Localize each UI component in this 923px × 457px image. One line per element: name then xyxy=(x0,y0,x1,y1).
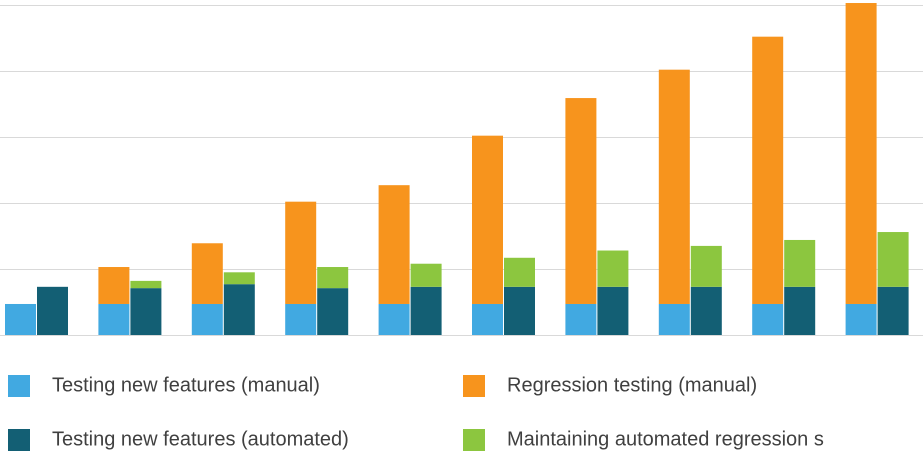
bar-segment xyxy=(784,239,816,287)
bar-segment xyxy=(658,69,690,304)
legend-swatch xyxy=(463,429,485,451)
legend-swatch xyxy=(463,375,485,397)
bar-segment xyxy=(752,303,784,335)
bar-segment xyxy=(597,286,629,335)
bar-segment xyxy=(565,98,597,304)
bar-segment xyxy=(223,272,255,285)
bar-segment xyxy=(191,243,223,304)
bar-segment xyxy=(317,267,349,289)
bar-segment xyxy=(285,201,317,304)
bar-segment xyxy=(98,267,130,304)
bar-segment xyxy=(877,286,909,335)
bar-segment xyxy=(784,286,816,335)
bar-segment xyxy=(690,245,722,287)
bar-segment xyxy=(845,303,877,335)
bar-segment xyxy=(223,284,255,335)
bar-segment xyxy=(877,232,909,287)
legend-label: Regression testing (manual) xyxy=(507,374,757,396)
bar-segment xyxy=(410,286,442,335)
bar-segment xyxy=(378,185,410,304)
bar-segment xyxy=(658,303,690,335)
legend-label: Testing new features (automated) xyxy=(52,428,349,450)
bar-segment xyxy=(472,135,503,304)
bar-segment xyxy=(191,303,223,335)
bar-segment xyxy=(504,257,535,287)
legend-label: Testing new features (manual) xyxy=(52,374,320,396)
bar-segment xyxy=(378,303,410,335)
bar-segment xyxy=(37,286,68,335)
bar-segment xyxy=(752,36,784,304)
bar-segment xyxy=(504,286,535,335)
bar-segment xyxy=(410,263,442,287)
legend-swatch xyxy=(8,375,30,397)
bar-segment xyxy=(472,303,503,335)
legend-label: Maintaining automated regression s xyxy=(507,428,824,450)
bar-segment xyxy=(565,303,597,335)
legend-swatch xyxy=(8,429,30,451)
bar-segment xyxy=(5,303,36,335)
bar-segment xyxy=(130,280,162,289)
bar-segment xyxy=(845,3,877,304)
bar-segment xyxy=(130,288,162,335)
bar-segment xyxy=(690,286,722,335)
bar-segment xyxy=(317,288,349,335)
bar-segment xyxy=(597,250,629,287)
bar-segment xyxy=(98,303,130,335)
bar-segment xyxy=(285,303,317,335)
